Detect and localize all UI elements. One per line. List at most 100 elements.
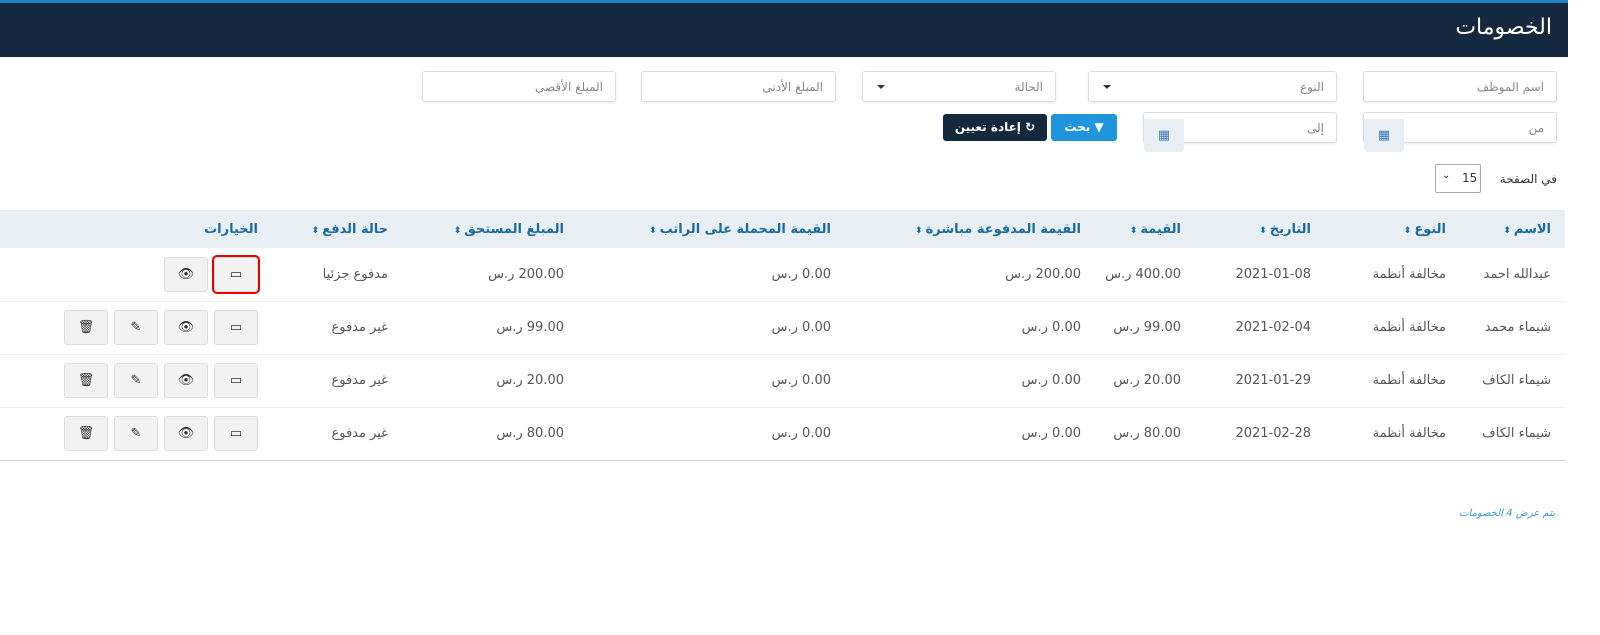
delete-button[interactable]: 🗑 <box>64 363 108 398</box>
reset-button[interactable]: ↻ إعادة تعيين <box>943 114 1047 141</box>
cell-salary-charged: 0.00 ر.س <box>578 301 845 355</box>
min-amount-input[interactable]: المبلغ الأدنى <box>641 71 836 102</box>
cell-value: 99.00 ر.س <box>1095 301 1195 355</box>
edit-button[interactable]: ✎ <box>114 416 158 451</box>
cell-value: 400.00 ر.س <box>1095 248 1195 302</box>
col-type[interactable]: النوع⬍ <box>1325 210 1460 248</box>
status-placeholder: الحالة <box>1014 80 1043 94</box>
cell-type: مخالفة أنظمة <box>1325 354 1460 408</box>
caret-down-icon <box>877 85 885 89</box>
sort-icon: ⬍ <box>311 225 320 236</box>
cell-date: 2021-01-08 <box>1195 248 1325 302</box>
eye-icon: 👁 <box>177 266 195 282</box>
deductions-table: الاسم⬍ النوع⬍ التاريخ⬍ القيمة⬍ القيمة ال… <box>0 210 1565 461</box>
edit-icon: ✎ <box>130 320 142 335</box>
table-row: عبدالله احمد مخالفة أنظمة 2021-01-08 400.00… <box>0 248 1565 302</box>
col-payment-status[interactable]: حالة الدفع⬍ <box>272 210 402 248</box>
view-button[interactable]: 👁 <box>164 310 208 345</box>
caret-down-icon <box>1103 85 1111 89</box>
col-label: القيمة المحملة على الراتب <box>659 221 831 237</box>
col-value[interactable]: القيمة⬍ <box>1095 210 1195 248</box>
sort-icon: ⬍ <box>915 225 923 236</box>
cell-date: 2021-01-29 <box>1195 354 1325 408</box>
col-date[interactable]: التاريخ⬍ <box>1195 210 1325 248</box>
credit-card-icon: ▭ <box>229 373 243 388</box>
pay-button[interactable]: ▭ <box>214 416 258 451</box>
trash-icon: 🗑 <box>77 373 95 388</box>
cell-due-amount: 80.00 ر.س <box>402 407 578 461</box>
to-date-input[interactable]: إلى ▦ <box>1143 112 1337 152</box>
employee-name-input[interactable]: اسم الموظف <box>1363 71 1557 102</box>
cell-type: مخالفة أنظمة <box>1325 407 1460 461</box>
view-button[interactable]: 👁 <box>164 256 208 292</box>
cell-type: مخالفة أنظمة <box>1325 248 1460 302</box>
cell-paid-directly: 0.00 ر.س <box>845 407 1095 461</box>
page-title: الخصومات <box>1455 15 1552 40</box>
edit-button[interactable]: ✎ <box>114 310 158 345</box>
pay-button[interactable]: ▭ <box>214 363 258 398</box>
pay-button[interactable]: ▭ <box>212 254 260 294</box>
cell-salary-charged: 0.00 ر.س <box>578 248 845 302</box>
filter-icon: ▼ <box>1094 120 1104 134</box>
sort-icon: ⬍ <box>1259 225 1267 236</box>
search-button[interactable]: ▼ بحث <box>1051 114 1117 141</box>
per-page-label: في الصفحة <box>1499 172 1557 186</box>
from-date-input[interactable]: من ▦ <box>1363 112 1557 152</box>
type-placeholder: النوع <box>1300 80 1324 94</box>
col-paid-directly[interactable]: القيمة المدفوعة مباشرة⬍ <box>845 210 1095 248</box>
cell-date: 2021-02-04 <box>1195 301 1325 355</box>
col-name[interactable]: الاسم⬍ <box>1460 210 1565 248</box>
sort-icon: ⬍ <box>649 225 657 236</box>
page-header: الخصومات <box>0 0 1568 57</box>
to-placeholder: إلى <box>1307 121 1324 135</box>
max-amount-input[interactable]: المبلغ الأقصى <box>422 71 616 102</box>
col-salary-charged[interactable]: القيمة المحملة على الراتب⬍ <box>578 210 845 248</box>
status-select[interactable]: الحالة <box>862 71 1056 102</box>
cell-options: ▭👁 <box>0 248 272 302</box>
employee-name-placeholder: اسم الموظف <box>1476 80 1544 94</box>
col-label: حالة الدفع <box>322 221 388 237</box>
trash-icon: 🗑 <box>77 320 95 335</box>
credit-card-icon: ▭ <box>229 320 243 335</box>
type-select[interactable]: النوع <box>1088 71 1337 102</box>
calendar-icon[interactable]: ▦ <box>1144 119 1184 152</box>
cell-payment-status: غير مدفوع <box>272 354 402 408</box>
delete-button[interactable]: 🗑 <box>64 310 108 345</box>
cell-paid-directly: 0.00 ر.س <box>845 301 1095 355</box>
view-button[interactable]: 👁 <box>164 416 208 451</box>
col-options: الخيارات <box>0 210 272 248</box>
chevron-down-icon: ⌄ <box>1442 170 1451 181</box>
calendar-icon[interactable]: ▦ <box>1364 119 1404 152</box>
col-label: النوع <box>1414 221 1446 237</box>
per-page-value: 15 <box>1462 171 1478 185</box>
col-label: المبلغ المستحق <box>464 221 564 237</box>
col-label: الاسم <box>1513 221 1551 237</box>
max-amount-placeholder: المبلغ الأقصى <box>534 80 603 94</box>
sort-icon: ⬍ <box>1403 225 1412 236</box>
eye-icon: 👁 <box>177 373 195 388</box>
edit-button[interactable]: ✎ <box>114 363 158 398</box>
cell-payment-status: غير مدفوع <box>272 407 402 461</box>
from-placeholder: من <box>1528 121 1544 135</box>
eye-icon: 👁 <box>177 426 195 441</box>
cell-due-amount: 99.00 ر.س <box>402 301 578 355</box>
table-row: شيماء محمد مخالفة أنظمة 2021-02-04 99.00 ر.… <box>0 301 1565 355</box>
per-page-select[interactable]: ⌄ 15 <box>1435 164 1481 193</box>
col-due-amount[interactable]: المبلغ المستحق⬍ <box>402 210 578 248</box>
col-label: القيمة المدفوعة مباشرة <box>925 221 1081 237</box>
cell-options: ▭ 👁 ✎ 🗑 <box>0 407 272 461</box>
view-button[interactable]: 👁 <box>164 363 208 398</box>
cell-name: شيماء الكاف <box>1460 354 1565 408</box>
cell-type: مخالفة أنظمة <box>1325 301 1460 355</box>
col-label: التاريخ <box>1269 221 1311 237</box>
table-header-row: الاسم⬍ النوع⬍ التاريخ⬍ القيمة⬍ القيمة ال… <box>0 210 1565 248</box>
cell-date: 2021-02-28 <box>1195 407 1325 461</box>
pay-button[interactable]: ▭ <box>214 310 258 345</box>
cell-salary-charged: 0.00 ر.س <box>578 354 845 408</box>
cell-due-amount: 200.00 ر.س <box>402 248 578 302</box>
cell-due-amount: 20.00 ر.س <box>402 354 578 408</box>
delete-button[interactable]: 🗑 <box>64 416 108 451</box>
cell-payment-status: مدفوع جزئيا <box>272 248 402 302</box>
refresh-icon: ↻ <box>1025 120 1036 134</box>
cell-name: عبدالله احمد <box>1460 248 1565 302</box>
